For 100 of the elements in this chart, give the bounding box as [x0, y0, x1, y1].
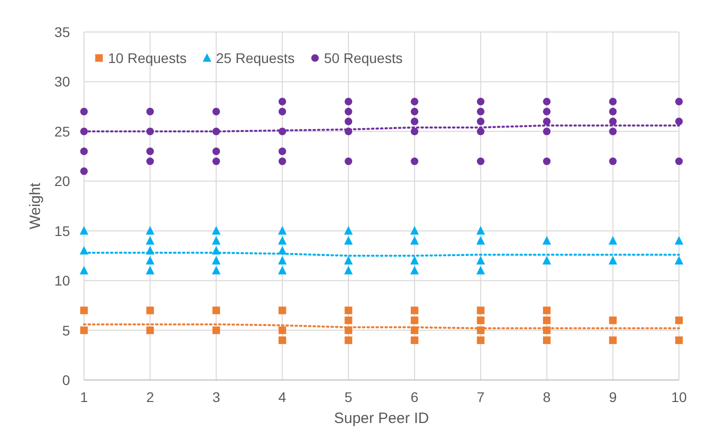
- point: [278, 336, 286, 344]
- x-tick-label: 9: [608, 389, 617, 405]
- point: [80, 326, 88, 334]
- point: [410, 236, 419, 245]
- point: [146, 266, 154, 274]
- point: [80, 306, 88, 314]
- point: [410, 226, 419, 235]
- point: [278, 148, 286, 156]
- point: [344, 306, 352, 314]
- point: [476, 108, 484, 116]
- legend-label: 10 Requests: [108, 50, 187, 66]
- point: [344, 98, 352, 106]
- point: [344, 316, 352, 324]
- point: [542, 157, 551, 166]
- point: [476, 157, 484, 166]
- x-tick-label: 10: [671, 389, 687, 405]
- point: [476, 128, 484, 136]
- point: [344, 118, 352, 126]
- point: [278, 306, 286, 314]
- point: [476, 266, 485, 274]
- point: [80, 148, 88, 156]
- x-tick-label: 4: [278, 389, 286, 405]
- point: [278, 98, 286, 106]
- point: [542, 306, 551, 314]
- x-tick-label: 7: [476, 389, 485, 405]
- point: [146, 148, 154, 156]
- y-axis-title: Weight: [27, 182, 44, 230]
- point: [410, 256, 419, 264]
- x-tick-label: 3: [212, 389, 220, 405]
- point: [675, 118, 683, 126]
- point: [212, 148, 220, 156]
- point: [609, 118, 617, 126]
- point: [609, 98, 617, 106]
- point: [212, 108, 220, 116]
- point: [212, 306, 220, 314]
- point: [344, 157, 352, 166]
- point: [410, 128, 418, 136]
- y-tick-label: 10: [54, 272, 70, 289]
- point: [542, 108, 551, 116]
- point: [278, 226, 287, 235]
- point: [476, 226, 485, 235]
- point: [542, 336, 551, 344]
- point: [410, 336, 418, 344]
- point: [410, 118, 418, 126]
- y-tick-label: 25: [54, 123, 70, 140]
- point: [410, 316, 418, 324]
- point: [476, 306, 484, 314]
- point: [146, 226, 154, 235]
- point: [80, 226, 88, 235]
- y-tick-label: 35: [54, 24, 70, 40]
- point: [146, 157, 154, 166]
- point: [608, 236, 618, 245]
- point: [80, 167, 88, 175]
- point: [212, 266, 221, 274]
- point: [542, 98, 551, 106]
- point: [212, 236, 221, 245]
- point: [278, 108, 286, 116]
- point: [542, 256, 552, 264]
- y-tick-label: 0: [62, 372, 70, 388]
- y-tick-label: 15: [54, 222, 70, 239]
- x-tick-label: 8: [542, 389, 551, 405]
- point: [278, 256, 287, 264]
- point: [476, 256, 485, 264]
- point: [344, 256, 353, 264]
- point: [675, 316, 683, 324]
- point: [146, 256, 154, 264]
- point: [410, 306, 418, 314]
- point: [609, 316, 617, 324]
- point: [146, 326, 154, 334]
- point: [542, 316, 551, 324]
- point: [609, 157, 617, 166]
- point: [674, 256, 684, 264]
- point: [476, 336, 484, 344]
- point: [410, 157, 418, 166]
- point: [278, 326, 286, 334]
- point: [212, 256, 221, 264]
- point: [146, 108, 154, 116]
- point: [278, 157, 286, 166]
- point: [609, 128, 617, 136]
- point: [609, 336, 617, 344]
- point: [675, 157, 683, 166]
- point: [476, 316, 484, 324]
- point: [608, 256, 618, 264]
- point: [675, 98, 683, 106]
- point: [476, 118, 484, 126]
- legend-label: 25 Requests: [216, 50, 295, 66]
- point: [212, 157, 220, 166]
- point: [344, 266, 353, 274]
- point: [542, 236, 552, 245]
- y-tick-label: 20: [54, 173, 70, 190]
- point: [212, 326, 220, 334]
- y-tick-label: 5: [62, 322, 70, 338]
- point: [476, 236, 485, 245]
- point: [476, 98, 484, 106]
- point: [80, 108, 88, 116]
- point: [80, 266, 88, 274]
- point: [278, 266, 287, 274]
- point: [542, 128, 551, 136]
- point: [344, 236, 353, 245]
- point: [410, 266, 419, 274]
